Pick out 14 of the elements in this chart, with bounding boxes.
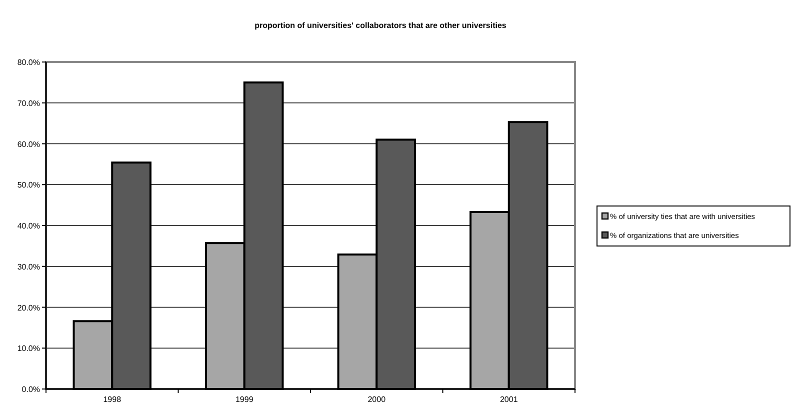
y-tick-label: 0.0% [22,385,40,394]
x-tick-label: 1999 [235,395,254,404]
x-tick-label: 2000 [368,395,386,404]
y-tick-label: 10.0% [17,344,40,354]
y-tick-label: 70.0% [17,98,40,108]
chart-title: proportion of universities' collaborators that are other universities [254,21,507,30]
y-tick-label: 50.0% [17,180,40,190]
y-tick-label: 20.0% [17,303,40,312]
y-tick-label: 60.0% [17,140,40,149]
x-tick-label: 1998 [103,395,122,404]
y-tick-label: 40.0% [17,222,40,230]
x-tick-label: 2001 [500,395,518,404]
y-tick-label: 30.0% [17,262,40,272]
y-tick-label: 80.0% [17,58,40,67]
